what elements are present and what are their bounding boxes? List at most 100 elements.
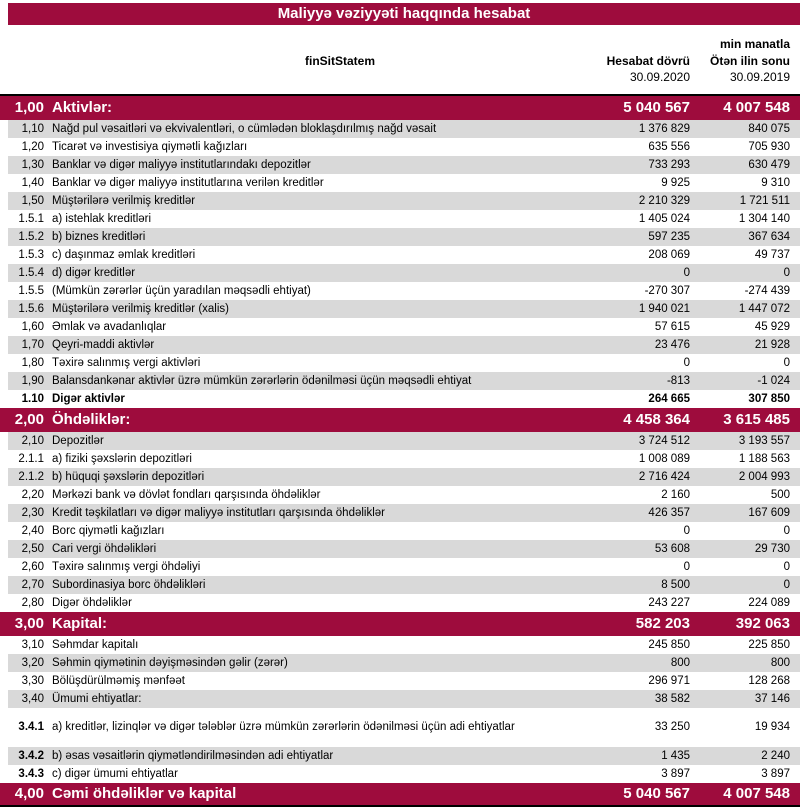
data-row: 2,20 Mərkəzi bank və dövlət fondları qarş… [8,486,800,504]
row-value-previous: 1 447 072 [738,303,790,315]
row-value-current: 23 476 [654,339,690,351]
row-label: b) əsas vəsaitlərin qiymətləndirilməsind… [52,750,334,762]
row-code: 1,70 [21,339,44,351]
row-label: d) digər kreditlər [52,267,136,279]
row-value-current: 0 [683,267,690,279]
row-label: Nağd pul vəsaitləri və ekvivalentləri, o… [52,123,437,135]
row-value-current: 635 556 [648,141,690,153]
row-spacer [0,738,800,747]
row-spacer [0,708,800,717]
row-value-previous: 1 188 563 [738,453,790,465]
row-value-current: 1 376 829 [638,123,690,135]
row-code: 1,90 [21,375,44,387]
row-value-previous: 3 193 557 [738,435,790,447]
row-value-current: 5 040 567 [623,99,690,116]
row-value-current: -813 [666,375,690,387]
row-code: 1,20 [21,141,44,153]
data-row: 3,20 Səhmin qiymətinin dəyişməsindən gəli… [8,654,800,672]
row-value-current: 2 160 [661,489,690,501]
data-row: 1.5.4 d) digər kreditlər 0 0 [8,264,800,282]
data-row: 1.10 Digər aktivlər 264 665 307 850 [8,390,800,408]
row-code: 1,10 [21,123,44,135]
report-title: Maliyyə vəziyyəti haqqında hesabat [277,5,531,22]
previous-period-label: Ötən ilin sonu [710,54,790,68]
row-code: 3,30 [21,675,44,687]
data-row: 3.4.3 c) digər ümumi ehtiyatlar 3 897 3 897 [8,765,800,783]
row-code: 1,00 [14,99,44,116]
data-row: 1.5.6 Müştərilərə verilmiş kreditlər (xal… [8,300,800,318]
row-label: a) fiziki şəxslərin depozitləri [52,453,192,465]
current-period-date: 30.09.2020 [629,70,690,84]
row-code: 2,70 [21,579,44,591]
row-value-current: 0 [683,357,690,369]
row-value-current: -270 307 [644,285,690,297]
data-row: 1,10 Nağd pul vəsaitləri və ekvivalentlər… [8,120,800,138]
row-value-previous: 705 930 [748,141,790,153]
row-value-previous: 1 304 140 [738,213,790,225]
data-row: 2,30 Kredit təşkilatları və digər maliyyə… [8,504,800,522]
row-label: Digər aktivlər [52,393,125,405]
row-value-current: 597 235 [648,231,690,243]
row-value-current: 426 357 [648,507,690,519]
row-value-current: 2 716 424 [638,471,690,483]
row-value-current: 2 210 329 [638,195,690,207]
row-label: Ticarət və investisiya qiymətli kağızlar… [52,141,248,153]
row-value-current: 208 069 [648,249,690,261]
report-title-bar: Maliyyə vəziyyəti haqqında hesabat [8,3,800,25]
data-row: 1,30 Banklar və digər maliyyə institutlar… [8,156,800,174]
row-label: Müştərilərə verilmiş kreditlər [52,195,196,207]
row-label: Ümumi ehtiyatlar: [52,693,142,705]
row-value-previous: 0 [783,357,790,369]
row-label: Cəmi öhdəliklər və kapital [52,785,237,802]
row-value-previous: 225 850 [748,639,790,651]
row-value-previous: 367 634 [748,231,790,243]
row-value-current: 1 435 [661,750,690,762]
row-code: 1.5.3 [18,249,44,261]
row-value-current: 53 608 [654,543,690,555]
data-row: 1.5.3 c) daşınmaz əmlak kreditləri 208 069… [8,246,800,264]
row-value-previous: 3 615 485 [723,411,790,428]
row-value-previous: 224 089 [748,597,790,609]
data-row: 2,10 Depozitlər 3 724 512 3 193 557 [8,432,800,450]
data-row: 1,50 Müştərilərə verilmiş kreditlər 2 210 … [8,192,800,210]
data-row: 1.5.1 a) istehlak kreditləri 1 405 024 1 30… [8,210,800,228]
row-label: Banklar və digər maliyyə institutlarına … [52,177,324,189]
row-code: 2,60 [21,561,44,573]
row-value-current: 296 971 [648,675,690,687]
data-row: 1,40 Banklar və digər maliyyə institutlar… [8,174,800,192]
row-code: 2,30 [21,507,44,519]
row-value-previous: 630 479 [748,159,790,171]
data-row: 1.5.5 (Mümkün zərərlər üçün yaradılan məq… [8,282,800,300]
section-row: 1,00 Aktivlər: 5 040 567 4 007 548 [0,94,800,120]
row-code: 2,40 [21,525,44,537]
row-label: Əmlak və avadanlıqlar [52,321,167,333]
row-code: 3.4.3 [18,768,44,780]
data-row: 1,60 Əmlak və avadanlıqlar 57 615 45 929 [8,318,800,336]
row-value-current: 733 293 [648,159,690,171]
row-label: Depozitlər [52,435,104,447]
row-label: a) kreditlər, lizinqlər və digər tələblə… [52,721,515,733]
row-value-current: 0 [683,525,690,537]
row-value-current: 9 925 [661,177,690,189]
row-label: Borc qiymətli kağızları [52,525,165,537]
data-row: 2.1.1 a) fiziki şəxslərin depozitləri 1 00… [8,450,800,468]
row-label: Səhmin qiymətinin dəyişməsindən gəlir (z… [52,657,288,669]
row-code: 1.5.4 [18,267,44,279]
data-row: 1,70 Qeyri-maddi aktivlər 23 476 21 928 [8,336,800,354]
row-value-current: 264 665 [648,393,690,405]
row-value-current: 582 203 [635,615,690,632]
row-code: 2.1.2 [18,471,44,483]
row-value-previous: 0 [783,561,790,573]
row-value-current: 0 [683,561,690,573]
row-value-previous: 29 730 [754,543,790,555]
data-row: 1,90 Balansdankənar aktivlər üzrə mümkün … [8,372,800,390]
row-label: Digər öhdəliklər [52,597,132,609]
data-row: 1,20 Ticarət və investisiya qiymətli kağı… [8,138,800,156]
row-value-previous: 49 737 [754,249,790,261]
row-code: 2,80 [21,597,44,609]
row-label: Təxirə salınmış vergi öhdəliyi [52,561,201,573]
row-label: Qeyri-maddi aktivlər [52,339,155,351]
data-row: 3,40 Ümumi ehtiyatlar: 38 582 37 146 [8,690,800,708]
row-code: 1,30 [21,159,44,171]
row-label: c) daşınmaz əmlak kreditləri [52,249,196,261]
